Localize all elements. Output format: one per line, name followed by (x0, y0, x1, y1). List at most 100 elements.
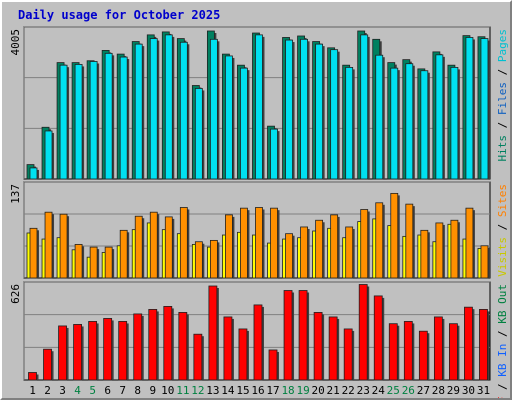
bar-sites (164, 216, 175, 279)
bar-kbf (238, 328, 249, 381)
x-tick-label: 27 (417, 384, 430, 397)
bar-files (390, 67, 400, 180)
bar-kbf (58, 325, 69, 381)
bar-kbf (88, 321, 99, 381)
bar-files (420, 70, 430, 180)
bar-sites (465, 207, 475, 279)
bar-files (104, 52, 115, 180)
panel-legend: KB F / KB In / KB Out (496, 284, 509, 398)
x-tick-label: 19 (296, 384, 309, 397)
bar-kbf (433, 316, 445, 381)
bar-sites (390, 192, 400, 279)
bar-kbf (103, 318, 114, 381)
x-tick-label: 9 (149, 384, 156, 397)
chart-title: Daily usage for October 2025 (18, 8, 220, 22)
bar-files (330, 49, 340, 180)
bar-kbf (479, 309, 490, 381)
bar-files (270, 128, 280, 180)
legend-entry: Hits (496, 135, 509, 162)
bar-files (119, 56, 130, 180)
bar-files (465, 37, 475, 180)
x-tick-label: 14 (221, 384, 235, 397)
legend-entry: Sites (496, 184, 509, 217)
bar-kbf (343, 328, 355, 381)
panel-legend: Visits / Sites (496, 184, 509, 277)
bar-kbf (28, 372, 39, 381)
bar-sites (209, 239, 220, 279)
bar-files (315, 43, 325, 180)
x-tick-label: 31 (477, 384, 490, 397)
panel-max-label: 137 (9, 184, 22, 204)
bar-sites (285, 233, 295, 279)
bar-sites (104, 246, 115, 279)
panel-max-label: 626 (9, 284, 22, 304)
bar-files (300, 38, 310, 180)
bar-files (450, 66, 460, 180)
bar-kbf (449, 323, 460, 381)
bar-files (74, 64, 85, 180)
bar-files (480, 38, 490, 180)
bar-files (59, 64, 70, 180)
x-tick-label: 7 (119, 384, 126, 397)
x-tick-label: 24 (372, 384, 386, 397)
x-tick-label: 26 (402, 384, 415, 397)
bar-sites (345, 226, 355, 279)
bar-files (89, 61, 100, 180)
bar-files (194, 88, 205, 180)
bar-sites (480, 245, 490, 279)
x-tick-label: 6 (104, 384, 111, 397)
x-tick-label: 29 (447, 384, 460, 397)
bar-files (255, 34, 265, 180)
bar-sites (315, 219, 325, 279)
bar-kbf (328, 316, 340, 381)
bar-sites (330, 214, 340, 279)
bar-kbf (163, 306, 174, 381)
bar-kbf (148, 309, 159, 381)
bar-kbf (388, 323, 400, 381)
bar-kbf (373, 295, 385, 381)
bar-sites (74, 244, 85, 279)
x-tick-label: 21 (327, 384, 340, 397)
x-tick-label: 16 (251, 384, 264, 397)
bar-files (345, 66, 355, 180)
bar-sites (420, 229, 430, 279)
x-tick-label: 20 (312, 384, 325, 397)
bar-sites (119, 229, 130, 279)
x-tick-label: 25 (387, 384, 400, 397)
x-tick-label: 28 (432, 384, 445, 397)
bar-sites (179, 207, 190, 279)
bar-kbf (178, 312, 189, 381)
bar-files (240, 67, 250, 180)
bar-sites (375, 202, 385, 279)
bar-files (225, 55, 235, 180)
bar-files (285, 39, 295, 180)
bar-kbf (418, 330, 430, 381)
bar-sites (225, 214, 235, 279)
bar-files (209, 38, 220, 180)
bar-files (405, 63, 415, 180)
panel-legend: Hits / Files / Pages (496, 29, 509, 162)
bar-kbf (253, 304, 264, 381)
x-tick-label: 5 (89, 384, 96, 397)
bar-sites (255, 207, 265, 279)
bar-kbf (403, 321, 415, 381)
x-tick-label: 1 (29, 384, 36, 397)
x-tick-label: 8 (134, 384, 141, 397)
legend-entry: Files (496, 82, 509, 115)
bar-sites (149, 211, 160, 279)
panel-max-label: 4005 (9, 29, 22, 56)
x-tick-label: 12 (191, 384, 204, 397)
legend-entry: / (496, 217, 509, 237)
bar-sites (194, 241, 205, 279)
bar-files (44, 130, 55, 180)
legend-entry: Pages (496, 29, 509, 62)
bar-sites (450, 219, 460, 279)
bar-sites (270, 207, 280, 279)
legend-entry: / (496, 324, 509, 344)
bar-sites (360, 209, 370, 279)
bar-kbf (43, 348, 54, 381)
usage-chart: Daily usage for October 2025 4005 Hits / … (9, 8, 509, 403)
bar-files (149, 38, 160, 180)
bar-sites (435, 222, 445, 279)
